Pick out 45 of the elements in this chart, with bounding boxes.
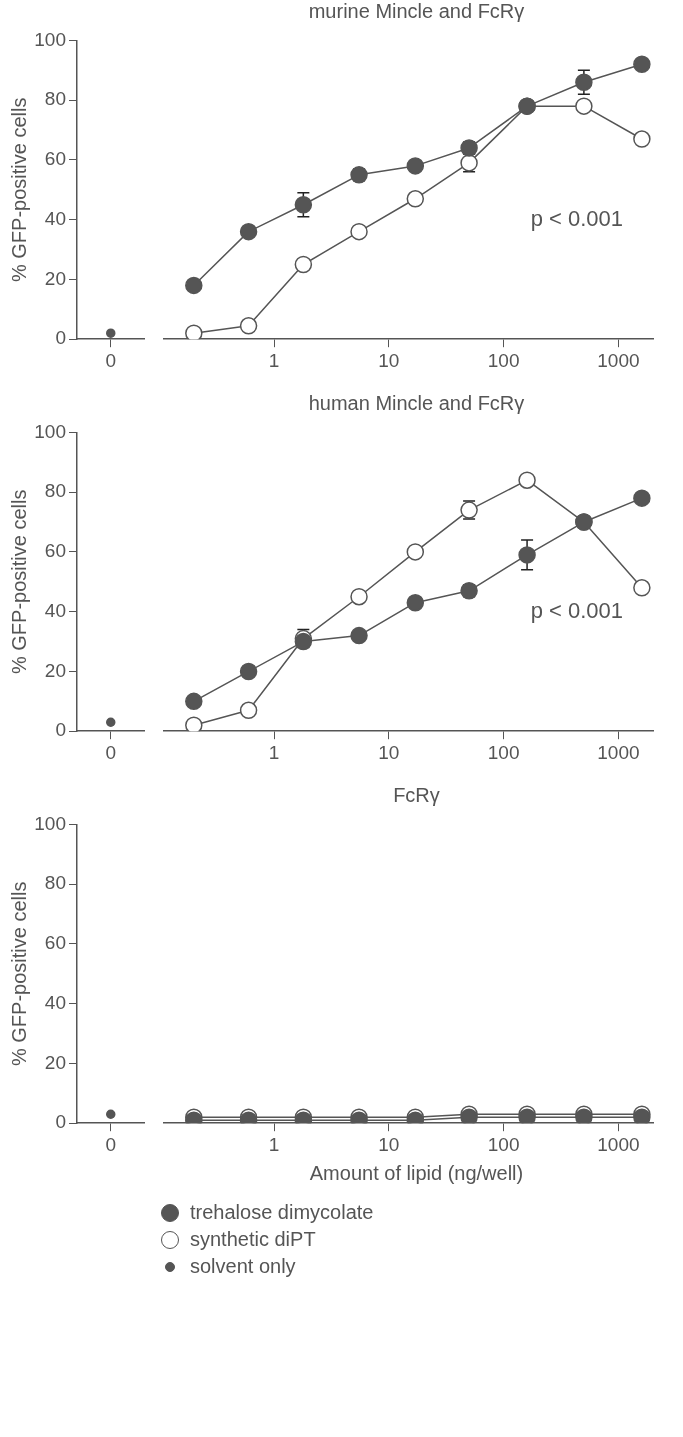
legend-label: solvent only [190, 1255, 296, 1278]
x-tick-label: 10 [378, 349, 400, 371]
y-tick-label: 80 [44, 88, 66, 110]
y-tick-label: 60 [44, 932, 66, 954]
x-tick-label: 10 [378, 741, 400, 763]
x-axis-title: Amount of lipid (ng/well) [308, 1162, 525, 1185]
y-tick-label: 40 [44, 207, 66, 229]
y-axis-title: % GFP-positive cells [7, 881, 30, 1067]
y-tick-label: 100 [34, 420, 66, 442]
x-tick-label: 0 [105, 349, 117, 371]
y-tick-label: 40 [44, 991, 66, 1013]
y-axis-title: % GFP-positive cells [7, 489, 30, 675]
x-tick-label: 0 [105, 1133, 117, 1155]
annotation: p < 0.001 [530, 597, 623, 623]
chart-title: murine Mincle and FcRγ [307, 0, 526, 24]
x-tick-label: 100 [487, 349, 520, 371]
x-tick-label: 1000 [597, 349, 640, 371]
y-tick-label: 100 [34, 812, 66, 834]
y-tick-label: 100 [34, 28, 66, 50]
y-tick-label: 80 [44, 872, 66, 894]
y-tick-label: 60 [44, 540, 66, 562]
y-tick-label: 20 [44, 659, 66, 681]
x-tick-label: 100 [487, 1133, 520, 1155]
legend-label: synthetic diPT [190, 1228, 316, 1251]
y-tick-label: 60 [44, 148, 66, 170]
x-tick-label: 0 [105, 741, 117, 763]
y-axis-title: % GFP-positive cells [7, 97, 30, 283]
chart-title: human Mincle and FcRγ [307, 392, 526, 416]
annotation: p < 0.001 [530, 205, 623, 231]
chart-title: FcRγ [392, 784, 441, 808]
y-tick-label: 80 [44, 480, 66, 502]
y-tick-label: 0 [55, 1111, 66, 1133]
x-tick-label: 1 [268, 1133, 280, 1155]
y-tick-label: 20 [44, 1051, 66, 1073]
y-tick-label: 0 [55, 327, 66, 349]
x-tick-label: 10 [378, 1133, 400, 1155]
x-tick-label: 1 [268, 741, 280, 763]
y-tick-label: 20 [44, 267, 66, 289]
x-tick-label: 1 [268, 349, 280, 371]
x-tick-label: 1000 [597, 741, 640, 763]
y-tick-label: 40 [44, 599, 66, 621]
legend-label: trehalose dimycolate [190, 1201, 374, 1224]
x-tick-label: 1000 [597, 1133, 640, 1155]
x-tick-label: 100 [487, 741, 520, 763]
y-tick-label: 0 [55, 719, 66, 741]
